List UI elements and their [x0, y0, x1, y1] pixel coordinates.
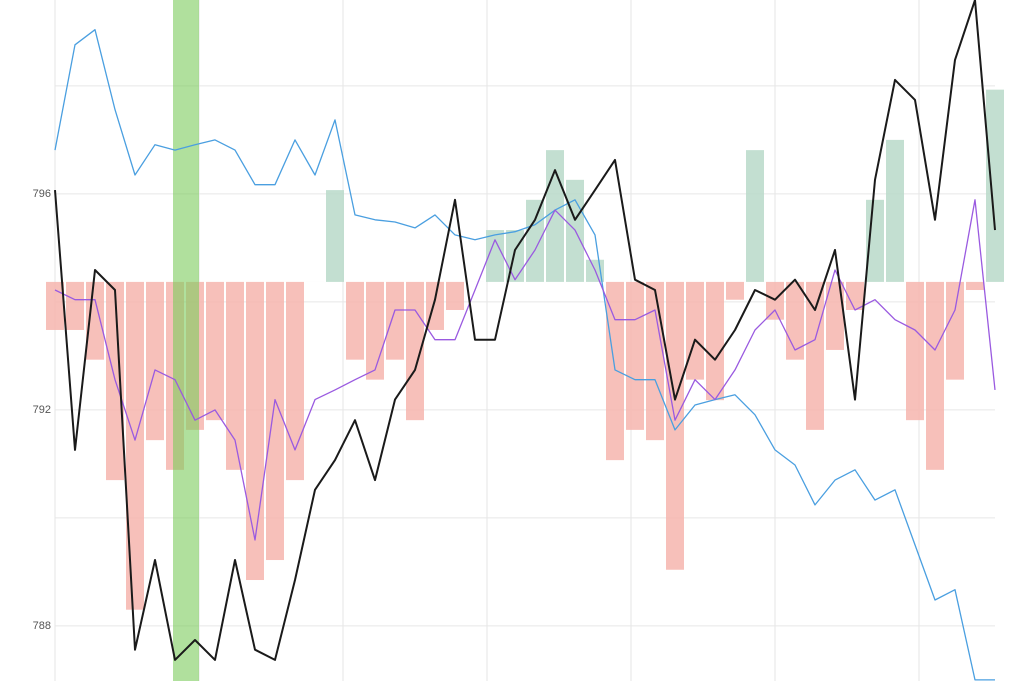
- histogram-bar: [486, 230, 504, 282]
- histogram-bar: [746, 150, 764, 282]
- histogram-bar: [606, 281, 624, 461]
- histogram-bar: [886, 139, 904, 282]
- histogram-bar: [826, 281, 844, 350]
- histogram-bar: [446, 281, 464, 310]
- histogram-bar: [726, 281, 744, 300]
- histogram-bar: [846, 281, 864, 310]
- histogram-bar: [626, 281, 644, 430]
- histogram-bar: [686, 281, 704, 380]
- histogram-bar: [86, 281, 104, 360]
- histogram-bar: [906, 281, 924, 421]
- histogram-bar: [206, 281, 224, 421]
- histogram-bar: [646, 281, 664, 441]
- y-tick-label: 796: [33, 188, 51, 200]
- histogram-bar: [946, 281, 964, 380]
- histogram-bar: [986, 89, 1004, 282]
- histogram-bar: [146, 281, 164, 441]
- histogram-bar: [346, 281, 364, 360]
- histogram-bar: [46, 281, 64, 330]
- histogram-bar: [366, 281, 384, 380]
- histogram-bar: [246, 281, 264, 581]
- histogram-bar: [806, 281, 824, 430]
- histogram-bar: [226, 281, 244, 470]
- y-tick-label: 788: [33, 620, 51, 632]
- histogram-bar: [266, 281, 284, 561]
- histogram-bar: [286, 281, 304, 481]
- histogram-bar: [786, 281, 804, 360]
- highlight-band: [173, 0, 199, 681]
- histogram-bar: [386, 281, 404, 360]
- histogram-bar: [66, 281, 84, 330]
- line: [54, 29, 995, 681]
- histogram-bar: [326, 190, 344, 282]
- histogram-bar: [926, 281, 944, 470]
- histogram-bar: [126, 281, 144, 610]
- histogram-bar: [706, 281, 724, 401]
- histogram-bar: [526, 199, 544, 282]
- histogram-bar: [666, 281, 684, 570]
- y-tick-label: 792: [33, 404, 51, 416]
- histogram-bar: [766, 281, 784, 320]
- line: [54, 0, 996, 661]
- histogram-bar: [966, 281, 984, 291]
